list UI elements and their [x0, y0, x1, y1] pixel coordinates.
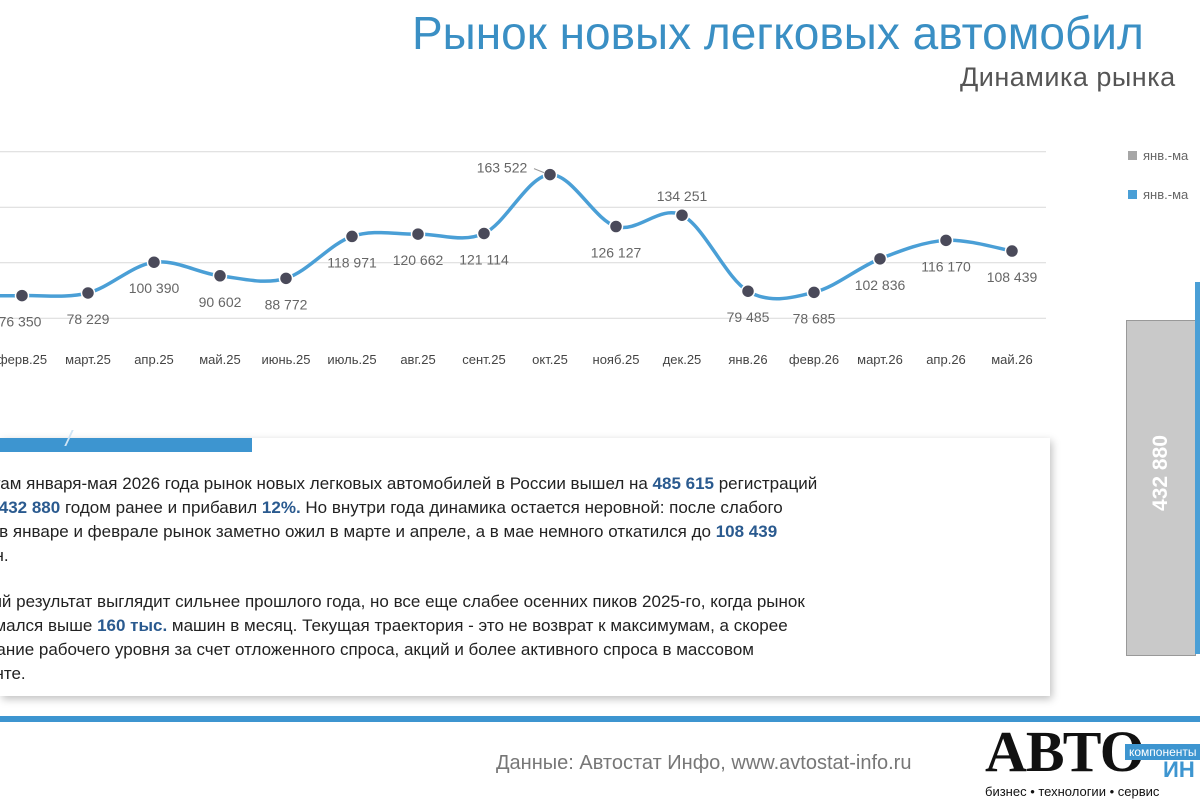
- commentary-body: огам января-мая 2026 года рынок новых ле…: [0, 472, 1035, 708]
- data-label: 116 170: [921, 258, 971, 274]
- x-tick-label: апр.26: [926, 352, 966, 367]
- x-tick-label: июль.25: [327, 352, 376, 367]
- x-tick-label: ферв.25: [0, 352, 47, 367]
- data-point: [806, 285, 822, 300]
- data-point: [410, 226, 426, 242]
- commentary-paragraph-2: кий результат выглядит сильнее прошлого …: [0, 590, 1035, 686]
- x-tick-label: май.26: [991, 352, 1033, 367]
- x-tick-label: июнь.25: [261, 352, 310, 367]
- logo-badge: компоненты: [1125, 744, 1200, 760]
- data-label: 108 439: [987, 269, 1038, 285]
- legend-label-current: янв.-ма: [1143, 187, 1189, 202]
- bar-previous-period: 432 880: [1126, 320, 1196, 656]
- p1-text: регистраций: [714, 474, 818, 493]
- data-label: 76 350: [0, 314, 42, 330]
- data-label: 126 127: [591, 244, 642, 260]
- data-point: [542, 167, 558, 182]
- chart-x-ticks: ферв.25 март.25 апр.25 май.25 июнь.25 июль.25…: [0, 352, 1033, 367]
- series-line: [0, 172, 1013, 301]
- legend-entry-previous: янв.-ма: [1128, 148, 1188, 163]
- data-point: [476, 226, 492, 241]
- data-label: 79 485: [727, 309, 770, 325]
- p1-highlight: 432 880: [0, 498, 61, 517]
- page-title: Рынок новых легковых автомобил: [412, 7, 1144, 59]
- logo-tagline: бизнес • технологии • сервис: [985, 784, 1160, 799]
- chart-data-labels: 76 350 78 229 100 390 90 602 88 772 118 971 12…: [0, 160, 1038, 330]
- footer-divider: [0, 716, 1200, 722]
- legend-swatch-blue: [1128, 190, 1137, 199]
- x-tick-label: март.25: [65, 352, 111, 367]
- x-tick-label: сент.25: [462, 352, 506, 367]
- data-label: 90 602: [199, 294, 242, 310]
- legend-entry-current: янв.-ма: [1128, 187, 1188, 202]
- data-point: [674, 207, 690, 223]
- page-subtitle: Динамика рынка: [960, 62, 1176, 92]
- p2-highlight: 160 тыс.: [97, 616, 168, 635]
- data-point: [278, 271, 294, 286]
- data-label: 120 662: [393, 252, 444, 268]
- x-tick-label: авг.25: [400, 352, 435, 367]
- p2-text: кий результат выглядит сильнее прошлого …: [0, 592, 805, 611]
- p1-text: огам января-мая 2026 года рынок новых ле…: [0, 474, 653, 493]
- data-point: [608, 219, 624, 234]
- data-label: 100 390: [129, 280, 180, 296]
- data-label: 134 251: [657, 188, 708, 204]
- commentary-panel: огам января-мая 2026 года рынок новых ле…: [0, 438, 1050, 696]
- data-label: 88 772: [265, 296, 308, 312]
- bar-previous-value-label: 432 880: [1149, 435, 1172, 511]
- data-label: 102 836: [855, 277, 906, 293]
- monthly-line-chart: 76 350 78 229 100 390 90 602 88 772 118 971 12…: [0, 151, 1046, 367]
- p1-text: годом ранее и прибавил: [60, 498, 262, 517]
- x-tick-label: март.26: [857, 352, 903, 367]
- data-point: [344, 229, 360, 244]
- x-tick-label: май.25: [199, 352, 241, 367]
- bar-current-period: [1195, 282, 1200, 654]
- data-label: 121 114: [459, 251, 509, 267]
- x-tick-label: янв.26: [728, 352, 767, 367]
- data-label: 118 971: [327, 254, 377, 270]
- data-point: [146, 254, 162, 270]
- x-tick-label: нояб.25: [593, 352, 640, 367]
- data-label: 78 229: [67, 311, 110, 327]
- x-tick-label: дек.25: [663, 352, 702, 367]
- data-point: [740, 283, 756, 299]
- autocomponents-logo: АВТО компоненты ИН бизнес • технологии •…: [985, 719, 1200, 800]
- x-tick-label: февр.26: [789, 352, 839, 367]
- legend-swatch-gray: [1128, 151, 1137, 160]
- data-label: 163 522: [477, 160, 528, 176]
- data-label: 78 685: [793, 310, 836, 326]
- p1-highlight: 485 615: [652, 474, 714, 493]
- p1-text: а в январе и феврале рынок заметно ожил …: [0, 522, 716, 541]
- data-source: Данные: Автостат Инфо, www.avtostat-info…: [496, 752, 912, 774]
- data-point: [14, 288, 30, 303]
- p1-highlight: 12%.: [261, 498, 301, 517]
- commentary-header-bar: [0, 438, 252, 452]
- data-point: [80, 285, 96, 301]
- data-point: [938, 233, 954, 248]
- data-point: [212, 268, 228, 284]
- p2-text: машин в месяц. Текущая траектория - это …: [167, 616, 788, 635]
- chart-markers: [14, 167, 1020, 303]
- data-point: [872, 251, 888, 267]
- label-leader-line: [533, 168, 545, 174]
- legend-label-previous: янв.-ма: [1143, 148, 1189, 163]
- commentary-paragraph-1: огам января-мая 2026 года рынок новых ле…: [0, 472, 1035, 568]
- p1-text: Но внутри года динамика остается неровно…: [300, 498, 783, 517]
- p2-text: жание рабочего уровня за счет отложенног…: [0, 640, 754, 659]
- logo-wordmark: АВТО: [985, 719, 1145, 784]
- p1-text: ин.: [0, 546, 9, 565]
- p2-text: имался выше: [0, 616, 93, 635]
- logo-side-text: ИН: [1163, 757, 1195, 782]
- x-tick-label: окт.25: [532, 352, 568, 367]
- p2-text: енте.: [0, 664, 26, 683]
- x-tick-label: апр.25: [134, 352, 174, 367]
- data-point: [1004, 243, 1020, 259]
- p1-highlight: 108 439: [715, 522, 778, 541]
